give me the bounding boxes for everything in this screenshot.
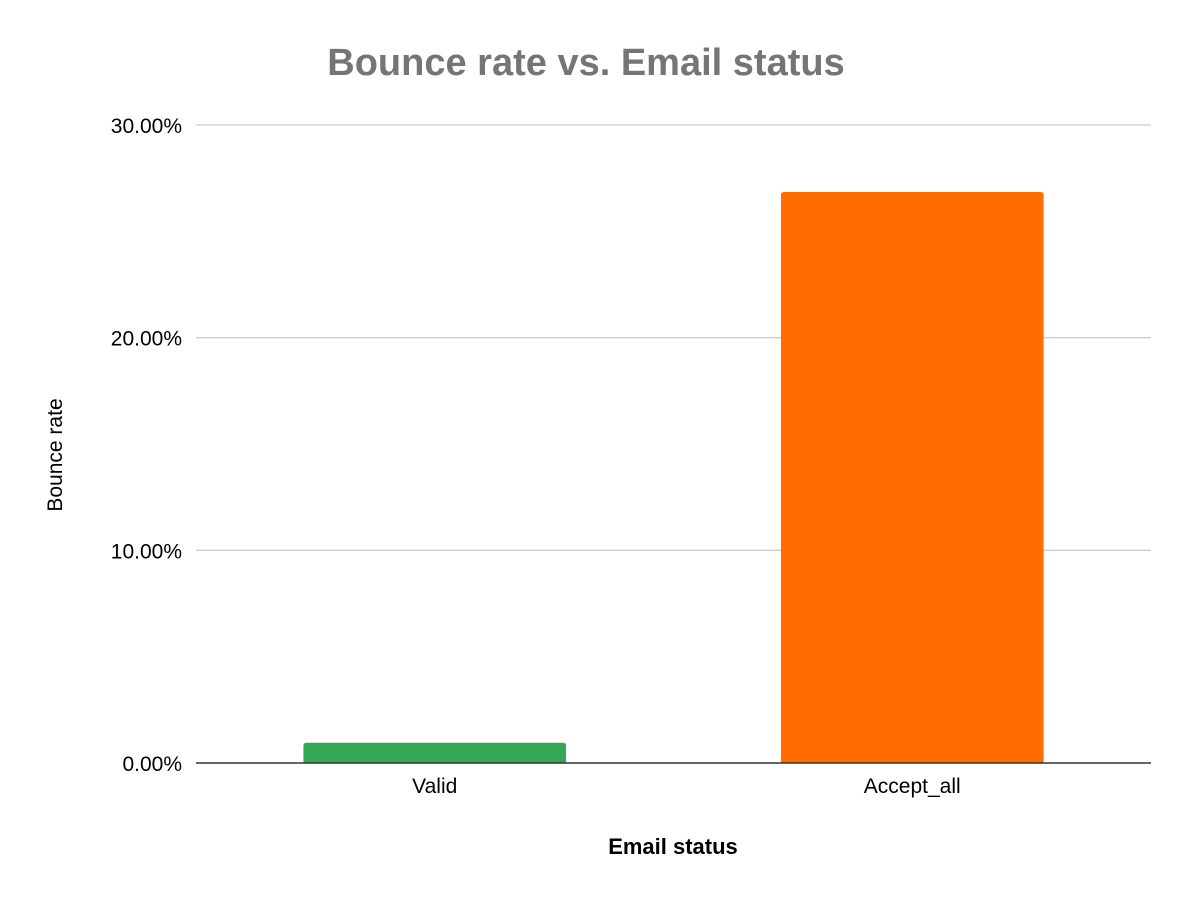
y-tick-label: 30.00%	[111, 115, 182, 138]
chart-title: Bounce rate vs. Email status	[327, 42, 844, 84]
bars	[303, 191, 1044, 764]
y-tick-label: 0.00%	[122, 753, 182, 776]
x-tick-label: Valid	[412, 775, 457, 798]
x-axis-ticks: Valid Accept_all	[412, 775, 961, 798]
y-axis-ticks: 0.00% 10.00% 20.00% 30.00%	[111, 115, 182, 776]
x-tick-label: Accept_all	[864, 775, 961, 798]
y-tick-label: 20.00%	[111, 328, 182, 351]
bar-accept-all	[780, 191, 1044, 764]
x-axis-title: Email status	[608, 834, 738, 859]
y-tick-label: 10.00%	[111, 540, 182, 563]
bar-valid	[303, 742, 567, 763]
y-axis-title: Bounce rate	[44, 398, 67, 511]
